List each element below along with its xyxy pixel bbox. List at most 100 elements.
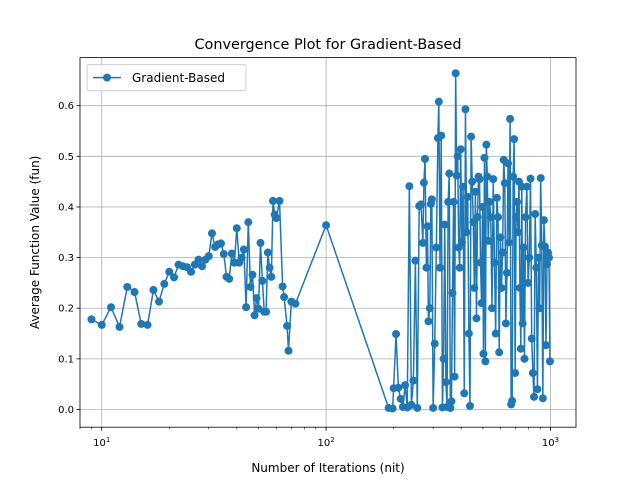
data-point [97,320,106,329]
data-point [278,282,287,291]
data-point [250,311,259,320]
data-point [409,376,418,385]
data-point [322,221,331,230]
data-point [262,307,271,316]
y-tick-label: 0.2 [58,304,74,315]
data-point [525,253,534,262]
data-point [143,320,152,329]
data-point [449,197,458,206]
data-point [242,303,251,312]
x-tick-label: 103 [542,436,559,449]
data-point [491,329,500,338]
data-point [246,282,255,291]
data-point [155,297,164,306]
data-point [165,267,174,276]
data-point [484,236,493,245]
data-point [204,252,213,261]
data-point [272,214,281,223]
data-point [280,293,289,302]
axis-ticks: 101 102 103 0.0 0.1 0.2 0.3 0.4 0.5 0.6 [58,101,559,449]
data-point [530,392,539,401]
data-point [237,253,246,262]
data-point [542,260,551,269]
data-point [531,210,540,219]
data-point [422,263,431,272]
data-point [448,289,457,298]
data-point [468,177,477,186]
data-point [476,258,485,267]
data-point [436,263,445,272]
data-point [521,213,530,222]
data-point [430,339,439,348]
data-point [137,319,146,328]
data-point [512,213,521,222]
y-tick-label: 0.1 [58,354,74,365]
data-point [459,182,468,191]
data-point [461,105,470,114]
data-point [526,174,535,183]
series-layer [87,69,554,413]
data-point [496,233,505,242]
data-point [544,253,553,262]
data-point [471,187,480,196]
data-point [475,175,484,184]
data-point [424,317,433,326]
data-point [429,403,438,412]
data-point [479,349,488,358]
data-point [258,276,267,285]
data-point [494,213,503,222]
legend-label: Gradient-Based [132,71,225,85]
data-point [513,197,522,206]
data-point [508,396,517,405]
data-point [532,263,541,272]
data-point [263,248,272,257]
y-tick-label: 0.0 [58,405,74,416]
y-tick-label: 0.4 [58,202,74,213]
data-point [130,288,139,297]
data-point [524,278,533,287]
data-point [538,394,547,403]
y-tick-label: 0.6 [58,101,74,112]
data-point [452,171,461,180]
data-point [498,248,507,257]
data-point [194,255,203,264]
data-point [488,304,497,313]
data-point [413,403,422,412]
data-point [504,159,513,168]
data-point [541,341,550,350]
data-point [239,245,248,254]
data-point [472,314,481,323]
data-point [291,299,300,308]
data-point [520,354,529,363]
data-point [492,193,501,202]
data-point [432,243,441,252]
data-point [463,192,472,201]
data-point [283,321,292,330]
data-point [490,258,499,267]
data-point [388,404,397,413]
data-point [453,152,462,161]
data-point [470,283,479,292]
data-point [486,213,495,222]
data-point [227,249,236,258]
x-tick-label: 101 [93,436,110,449]
y-tick-label: 0.3 [58,253,74,264]
data-point [396,394,405,403]
data-point [284,346,293,355]
data-point [466,401,474,410]
data-point [467,132,476,141]
x-axis-label: Number of Iterations (nit) [251,461,404,475]
data-point [225,274,234,283]
data-point [216,239,225,248]
data-point [417,200,426,209]
data-point [506,114,515,123]
data-point [441,378,450,387]
data-point [445,169,454,178]
data-point [446,403,455,412]
data-point [519,243,528,252]
data-point [505,238,514,247]
data-point [160,279,169,288]
data-point [534,253,543,262]
